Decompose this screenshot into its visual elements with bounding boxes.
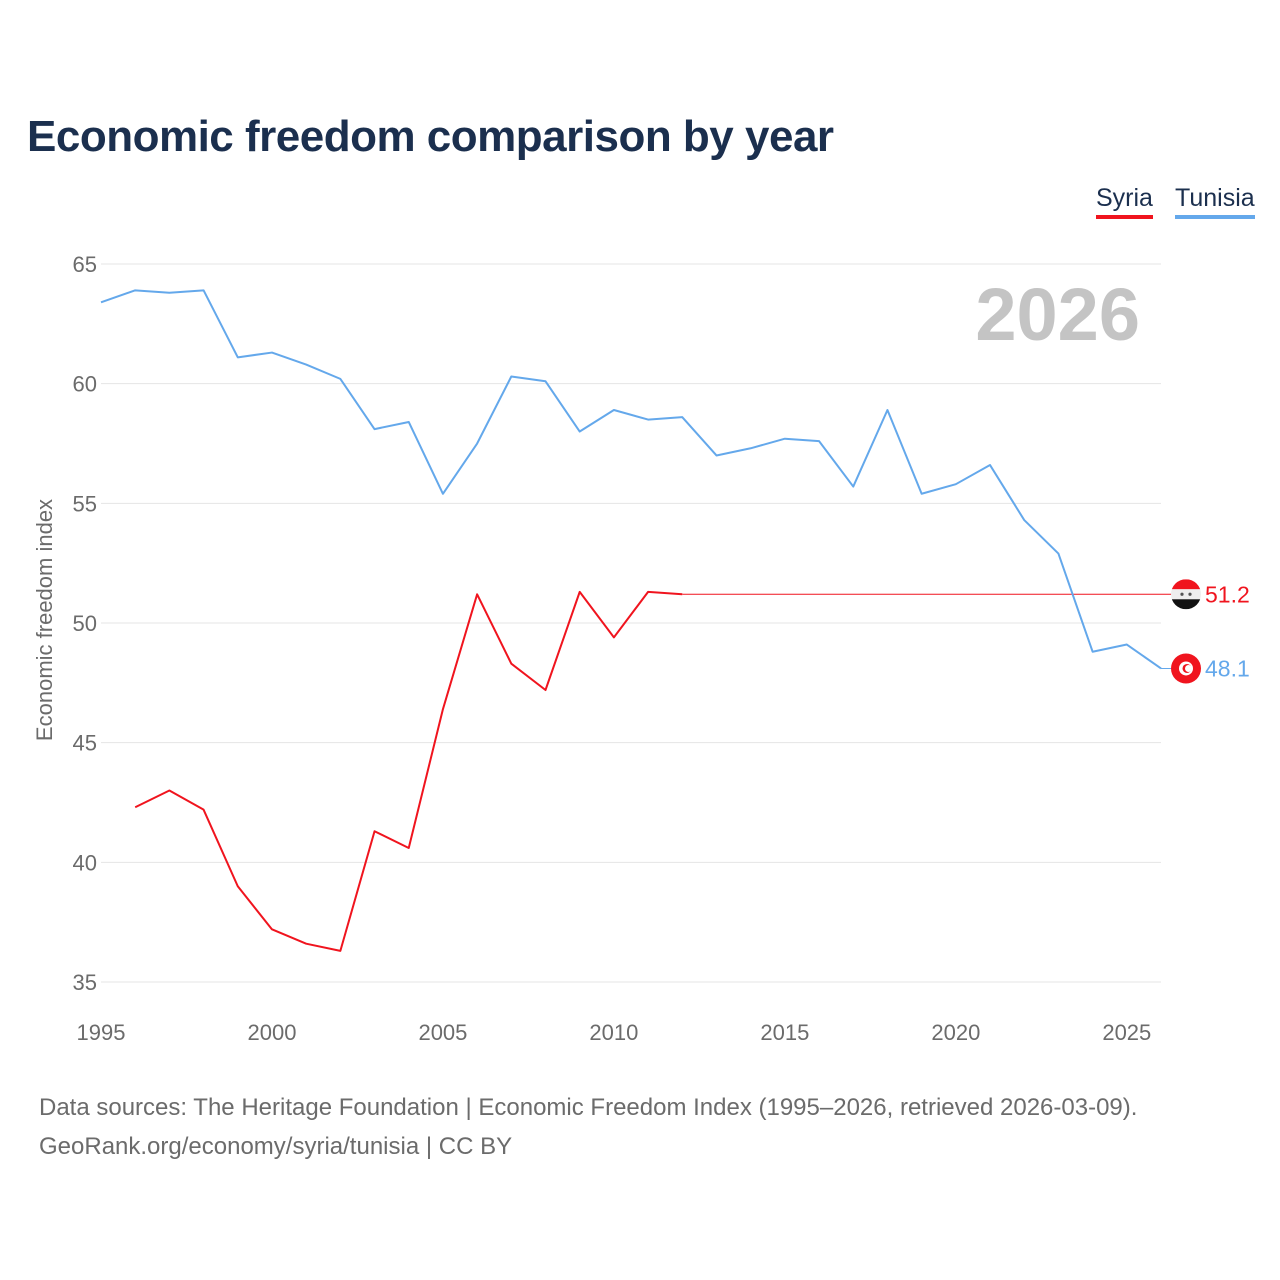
x-tick-label: 2020 (931, 1020, 980, 1045)
flag-crescent-cut (1185, 664, 1192, 672)
year-watermark: 2026 (975, 273, 1140, 356)
flag-stripe-red (1171, 579, 1201, 590)
y-tick-label: 45 (73, 731, 97, 756)
flag-star (1180, 592, 1184, 596)
x-tick-label: 2015 (760, 1020, 809, 1045)
flag-icon-syria (1171, 579, 1201, 610)
y-tick-label: 55 (73, 491, 97, 516)
y-axis-label: Economic freedom index (32, 499, 57, 741)
x-tick-label: 2010 (589, 1020, 638, 1045)
x-tick-label: 2000 (247, 1020, 296, 1045)
flag-stripe-black (1171, 599, 1201, 610)
end-value-label-tunisia: 48.1 (1205, 655, 1250, 681)
x-tick-label: 2005 (418, 1020, 467, 1045)
flag-star (1188, 592, 1192, 596)
legend-item-tunisia[interactable]: Tunisia (1175, 184, 1255, 219)
source-note: Data sources: The Heritage Foundation | … (39, 1094, 1138, 1121)
series-line-syria (134, 590, 683, 952)
y-tick-label: 65 (73, 252, 97, 277)
footer: Data sources: The Heritage Foundation | … (39, 1088, 1137, 1166)
y-tick-label: 35 (73, 970, 97, 995)
x-tick-label: 2025 (1102, 1020, 1151, 1045)
flag-stripes (1171, 579, 1201, 610)
series-line-tunisia (100, 289, 1162, 670)
x-tick-label: 1995 (77, 1020, 126, 1045)
y-tick-label: 40 (73, 850, 97, 875)
y-tick-label: 50 (73, 611, 97, 636)
end-value-label-syria: 51.2 (1205, 581, 1250, 607)
legend-item-syria[interactable]: Syria (1096, 184, 1153, 219)
flag-stripe-white (1171, 589, 1201, 600)
source-link[interactable]: GeoRank.org/economy/syria/tunisia | CC B… (39, 1133, 513, 1160)
y-tick-label: 60 (73, 372, 97, 397)
flag-icon-tunisia (1171, 653, 1201, 684)
chart-title: Economic freedom comparison by year (27, 112, 834, 161)
